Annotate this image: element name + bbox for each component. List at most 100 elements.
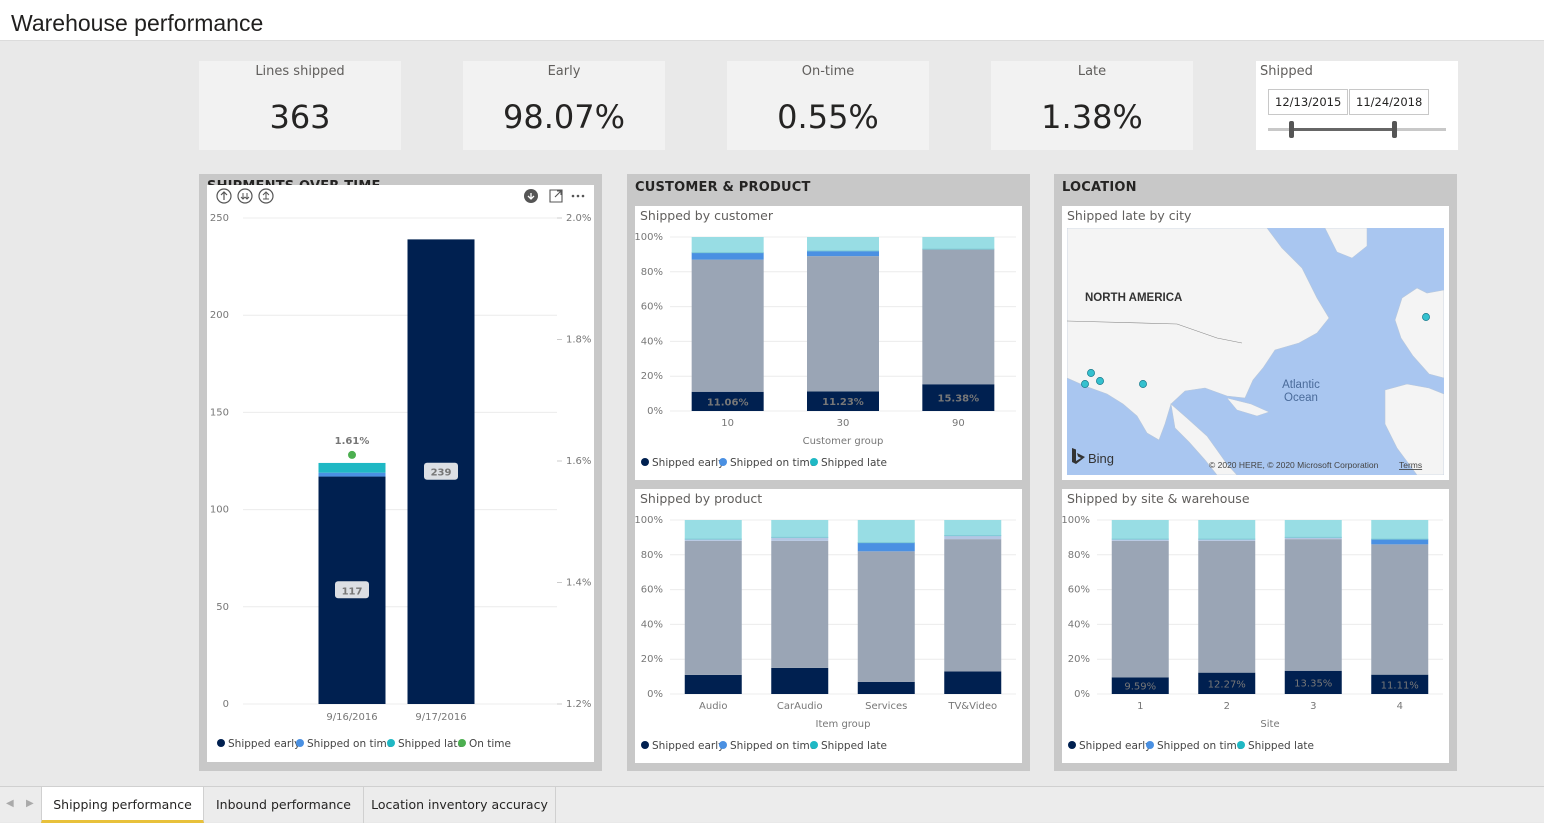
map-city-point[interactable]	[1422, 313, 1430, 321]
bar-segment[interactable]	[684, 520, 742, 540]
shipped-late-by-city-map[interactable]: Shipped late by city NORTH AMERICA Atlan…	[1062, 206, 1449, 480]
drill-up-icon[interactable]	[216, 188, 232, 204]
bar-segment[interactable]	[691, 391, 764, 411]
y-tick-label: 0%	[1074, 689, 1090, 700]
bar-segment[interactable]	[684, 674, 742, 694]
kpi-lines-shipped[interactable]: Lines shipped 363	[199, 61, 401, 150]
bar-segment[interactable]	[771, 520, 829, 538]
shipped-by-product-chart[interactable]: Shipped by product 100% 80% 60% 40% 20% 0% Aud…	[634, 489, 1022, 763]
bar-segment[interactable]	[1111, 677, 1169, 694]
bar-segment[interactable]	[318, 472, 386, 477]
slider-range	[1291, 128, 1395, 131]
x-tick-label: 2	[1224, 701, 1230, 712]
legend-marker	[458, 739, 466, 747]
shipped-date-slicer[interactable]: Shipped 12/13/2015 11/24/2018	[1256, 61, 1458, 150]
map-terms-link[interactable]: Terms	[1399, 460, 1422, 470]
map-city-point[interactable]	[1081, 380, 1089, 388]
legend-label: Shipped on time	[730, 740, 816, 752]
kpi-value: 1.38%	[1041, 98, 1143, 136]
data-label: 239	[431, 468, 452, 479]
bar-segment[interactable]	[771, 667, 829, 694]
bar-segment[interactable]	[807, 391, 879, 411]
bar-segment[interactable]	[922, 237, 995, 250]
slider-start-handle[interactable]	[1289, 121, 1295, 138]
bar-segment[interactable]	[1284, 670, 1342, 694]
bar-segment[interactable]	[944, 520, 1002, 536]
shipments-over-time-chart[interactable]: 117 239 1.61% 250 200 150 100 50 0 2.0% 1.8% 1.6% 1…	[207, 185, 594, 762]
y2-tick-label: 2.0%	[566, 213, 591, 224]
bar-segment[interactable]	[1111, 540, 1169, 678]
bar-segment[interactable]	[1111, 539, 1169, 541]
drill-down-icon[interactable]	[237, 188, 253, 204]
bar-segment[interactable]	[1198, 540, 1256, 673]
slider-end-handle[interactable]	[1392, 121, 1398, 138]
bar-segment[interactable]	[684, 539, 742, 541]
data-label-box	[335, 581, 369, 599]
bar-segment[interactable]	[771, 537, 829, 541]
on-time-point[interactable]	[348, 450, 356, 459]
x-tick-label: 9/17/2016	[415, 712, 466, 723]
bar-segment[interactable]	[857, 551, 915, 682]
bar-segment[interactable]	[1198, 672, 1256, 694]
expand-all-icon[interactable]	[258, 188, 274, 204]
bar-segment[interactable]	[922, 384, 995, 411]
shipped-by-site-chart[interactable]: Shipped by site & warehouse 100% 80% 60% 40…	[1061, 489, 1449, 763]
tab-inbound-performance[interactable]: Inbound performance	[204, 787, 364, 823]
bar-segment[interactable]	[807, 256, 879, 392]
focus-mode-icon[interactable]	[549, 189, 563, 203]
tab-scroll-right-icon[interactable]: ▶	[26, 798, 34, 809]
bar-segment[interactable]	[1198, 539, 1256, 541]
bar-segment[interactable]	[691, 259, 764, 392]
bar-segment[interactable]	[1111, 520, 1169, 540]
y-tick-label: 100%	[635, 515, 663, 526]
bar-segment[interactable]	[944, 535, 1002, 540]
data-label: 9.59%	[1124, 682, 1156, 693]
start-date-input[interactable]: 12/13/2015	[1268, 89, 1349, 115]
x-tick-label: 3	[1310, 701, 1316, 712]
kpi-label: Late	[1077, 64, 1107, 79]
x-tick-label: 30	[837, 418, 850, 429]
y-tick-label: 0	[223, 699, 229, 710]
kpi-early[interactable]: Early 98.07%	[463, 61, 665, 150]
kpi-on-time[interactable]: On-time 0.55%	[727, 61, 929, 150]
bar-segment[interactable]	[857, 520, 915, 543]
shipments-over-time-panel: SHIPMENTS OVER TIME	[199, 174, 602, 771]
bar-segment[interactable]	[691, 252, 764, 260]
map-city-point[interactable]	[1139, 380, 1147, 388]
end-date-input[interactable]: 11/24/2018	[1349, 89, 1430, 115]
y-tick-label: 60%	[641, 302, 663, 313]
bar-segment[interactable]	[318, 462, 386, 473]
tab-location-inventory-accuracy[interactable]: Location inventory accuracy	[364, 787, 556, 823]
tab-scroll-left-icon[interactable]: ◀	[6, 798, 14, 809]
shipped-by-customer-chart[interactable]: Shipped by customer 100% 80% 60% 40% 20% 0% 11…	[634, 206, 1022, 480]
bar-segment[interactable]	[944, 539, 1002, 672]
drill-mode-icon[interactable]	[524, 189, 538, 203]
map-canvas[interactable]: NORTH AMERICA Atlantic Ocean Bing © 2020…	[1067, 228, 1444, 475]
map-city-point[interactable]	[1096, 377, 1104, 385]
bar-segment[interactable]	[691, 237, 764, 253]
more-options-icon[interactable]	[571, 194, 585, 198]
y-tick-label: 50	[216, 602, 229, 613]
map-city-point[interactable]	[1087, 369, 1095, 377]
bar-segment[interactable]	[857, 542, 915, 552]
bar-segment[interactable]	[684, 540, 742, 675]
bar-segment[interactable]	[1371, 520, 1429, 540]
bar-segment[interactable]	[807, 250, 879, 257]
bar-segment[interactable]	[1284, 520, 1342, 538]
tab-shipping-performance[interactable]: Shipping performance	[41, 787, 204, 823]
on-time-label: 1.61%	[335, 436, 370, 447]
bar-segment[interactable]	[1371, 539, 1429, 545]
bar-segment[interactable]	[1284, 539, 1342, 671]
bar-segment[interactable]	[1284, 537, 1342, 540]
bar-segment[interactable]	[944, 671, 1002, 694]
page-title: Warehouse performance	[11, 10, 264, 36]
bar-segment[interactable]	[807, 237, 879, 251]
data-label: 117	[342, 586, 363, 597]
bar-segment[interactable]	[771, 540, 829, 668]
bar-segment[interactable]	[922, 249, 995, 385]
bar-segment[interactable]	[1198, 520, 1256, 540]
bar-segment[interactable]	[1371, 674, 1429, 694]
kpi-late[interactable]: Late 1.38%	[991, 61, 1193, 150]
bar-segment[interactable]	[857, 681, 915, 694]
bar-segment[interactable]	[1371, 544, 1429, 675]
